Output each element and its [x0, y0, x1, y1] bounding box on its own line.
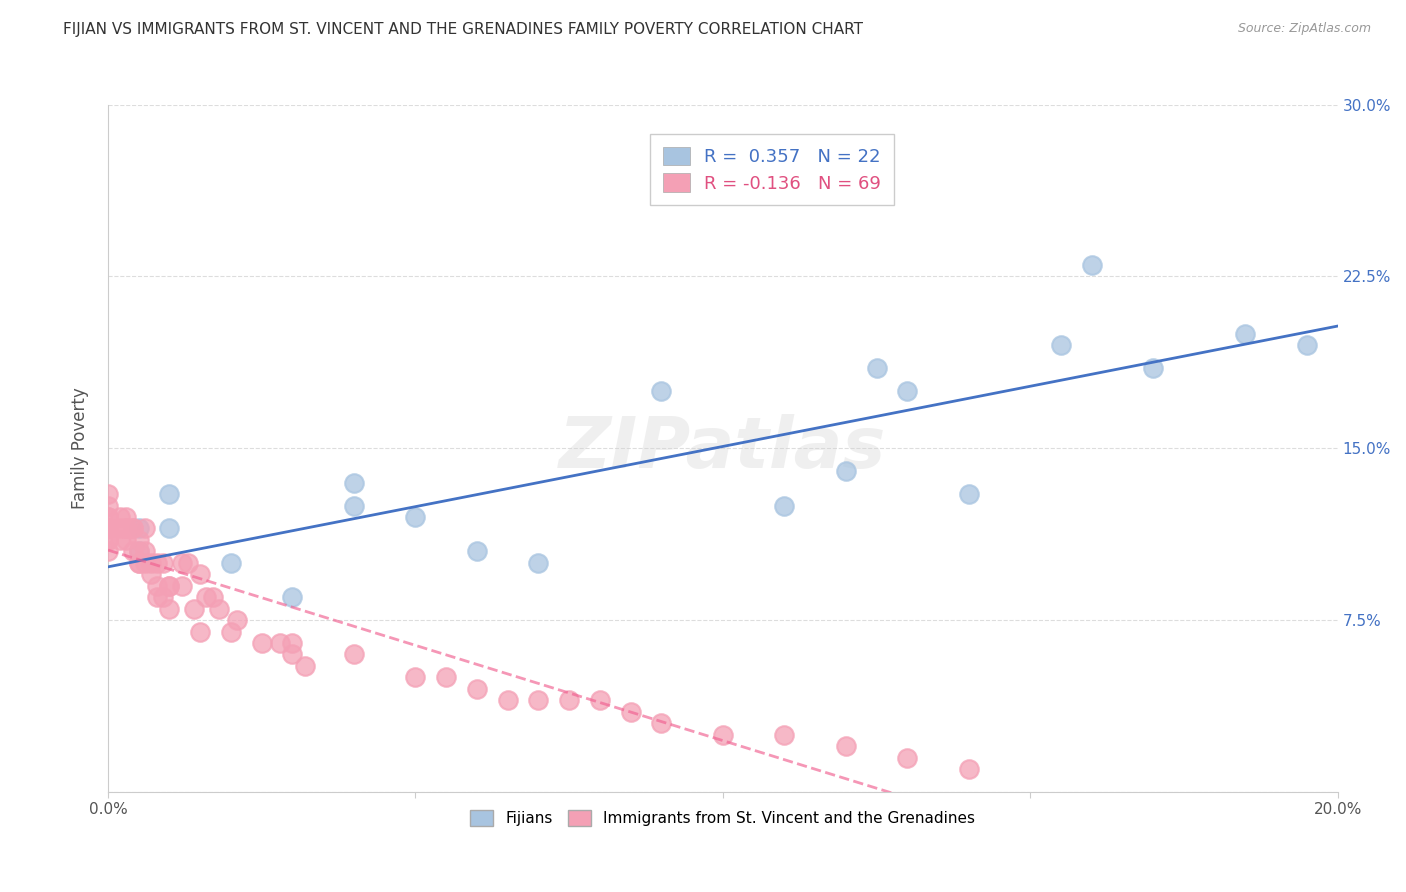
Point	[139, 556, 162, 570]
Point	[281, 590, 304, 604]
Point	[159, 521, 181, 535]
Point	[152, 556, 174, 570]
Point	[896, 384, 918, 398]
Point	[110, 533, 132, 547]
Point	[465, 681, 488, 696]
Point	[97, 510, 120, 524]
Text: ZIPatlas: ZIPatlas	[560, 414, 887, 483]
Point	[146, 590, 169, 604]
Point	[496, 693, 519, 707]
Text: FIJIAN VS IMMIGRANTS FROM ST. VINCENT AND THE GRENADINES FAMILY POVERTY CORRELAT: FIJIAN VS IMMIGRANTS FROM ST. VINCENT AN…	[63, 22, 863, 37]
Text: Source: ZipAtlas.com: Source: ZipAtlas.com	[1237, 22, 1371, 36]
Point	[558, 693, 581, 707]
Point	[219, 624, 242, 639]
Y-axis label: Family Poverty: Family Poverty	[72, 387, 89, 509]
Point	[97, 544, 120, 558]
Point	[139, 567, 162, 582]
Point	[434, 670, 457, 684]
Point	[188, 567, 211, 582]
Point	[97, 521, 120, 535]
Point	[343, 475, 366, 490]
Point	[896, 750, 918, 764]
Point	[835, 739, 858, 753]
Point	[159, 487, 181, 501]
Point	[159, 579, 181, 593]
Point	[1142, 361, 1164, 376]
Point	[465, 544, 488, 558]
Point	[146, 556, 169, 570]
Point	[208, 601, 231, 615]
Point	[134, 521, 156, 535]
Point	[773, 499, 796, 513]
Point	[527, 556, 550, 570]
Point	[343, 499, 366, 513]
Point	[97, 533, 120, 547]
Point	[527, 693, 550, 707]
Point	[773, 728, 796, 742]
Point	[957, 487, 980, 501]
Point	[97, 521, 120, 535]
Point	[201, 590, 224, 604]
Point	[183, 601, 205, 615]
Point	[294, 659, 316, 673]
Point	[97, 521, 120, 535]
Point	[128, 533, 150, 547]
Point	[97, 510, 120, 524]
Point	[343, 648, 366, 662]
Point	[152, 590, 174, 604]
Point	[121, 521, 143, 535]
Point	[128, 556, 150, 570]
Point	[281, 636, 304, 650]
Point	[219, 556, 242, 570]
Point	[589, 693, 612, 707]
Point	[177, 556, 200, 570]
Point	[170, 579, 193, 593]
Point	[121, 521, 143, 535]
Point	[115, 521, 138, 535]
Point	[128, 544, 150, 558]
Point	[159, 601, 181, 615]
Point	[1296, 338, 1319, 352]
Point	[115, 521, 138, 535]
Point	[650, 716, 672, 731]
Point	[195, 590, 218, 604]
Point	[281, 648, 304, 662]
Legend: Fijians, Immigrants from St. Vincent and the Grenadines: Fijians, Immigrants from St. Vincent and…	[464, 805, 981, 832]
Point	[97, 533, 120, 547]
Point	[188, 624, 211, 639]
Point	[404, 510, 426, 524]
Point	[110, 510, 132, 524]
Point	[711, 728, 734, 742]
Point	[1080, 258, 1102, 272]
Point	[110, 521, 132, 535]
Point	[146, 579, 169, 593]
Point	[404, 670, 426, 684]
Point	[134, 544, 156, 558]
Point	[128, 521, 150, 535]
Point	[97, 487, 120, 501]
Point	[957, 762, 980, 776]
Point	[619, 705, 641, 719]
Point	[1050, 338, 1073, 352]
Point	[250, 636, 273, 650]
Point	[650, 384, 672, 398]
Point	[97, 499, 120, 513]
Point	[121, 544, 143, 558]
Point	[128, 556, 150, 570]
Point	[128, 544, 150, 558]
Point	[97, 521, 120, 535]
Point	[134, 556, 156, 570]
Point	[835, 464, 858, 478]
Point	[115, 510, 138, 524]
Point	[1234, 326, 1257, 341]
Point	[170, 556, 193, 570]
Point	[159, 579, 181, 593]
Point	[865, 361, 887, 376]
Point	[226, 613, 249, 627]
Point	[115, 533, 138, 547]
Point	[269, 636, 291, 650]
